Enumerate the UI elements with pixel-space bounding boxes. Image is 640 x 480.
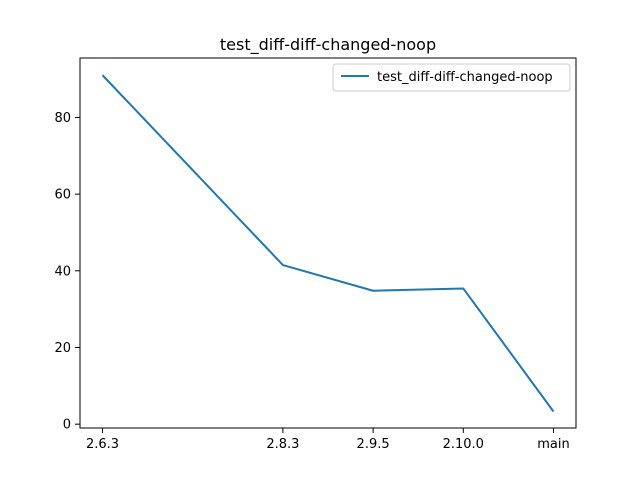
y-tick-label: 60	[54, 188, 71, 203]
y-tick-label: 80	[54, 111, 71, 126]
legend-entry-label: test_diff-diff-changed-noop	[377, 70, 553, 85]
x-tick-label: 2.9.5	[357, 437, 390, 452]
x-tick-label: 2.6.3	[86, 437, 119, 452]
y-tick-label: 40	[54, 264, 71, 279]
plot-frame	[79, 57, 577, 429]
chart-title: test_diff-diff-changed-noop	[220, 35, 436, 55]
x-tick-label: 2.8.3	[266, 437, 299, 452]
y-axis: 0 20 40 60 80	[54, 111, 80, 433]
legend-box	[332, 63, 571, 92]
y-tick-label: 0	[63, 418, 71, 433]
plot-area	[101, 74, 555, 413]
legend: test_diff-diff-changed-noop	[332, 63, 571, 92]
x-axis: 2.6.3 2.8.3 2.9.5 2.10.0 main	[86, 428, 570, 452]
x-tick-label: main	[537, 437, 569, 452]
y-tick-label: 20	[54, 341, 71, 356]
x-tick-label: 2.10.0	[443, 437, 484, 452]
series-line	[101, 74, 555, 413]
